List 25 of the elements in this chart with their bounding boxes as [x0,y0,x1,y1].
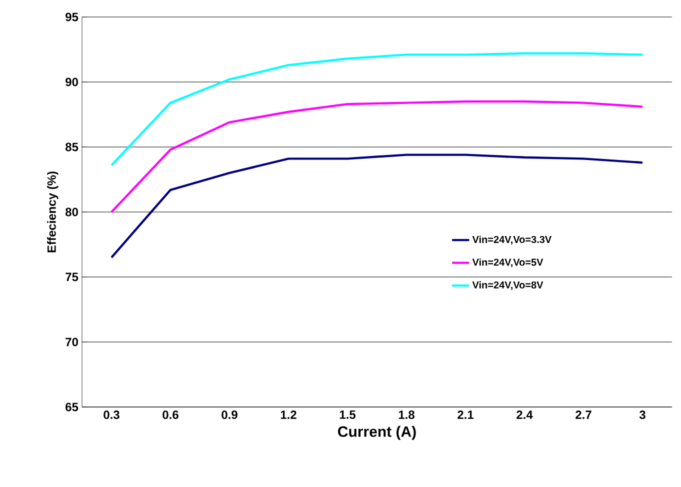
y-tick-label: 70 [66,338,78,346]
x-tick-label: 2.7 [576,410,592,419]
y-axis-title: Effeciency (%) [47,172,58,252]
legend-label: Vin=24V,Vo=3.3V [472,236,552,244]
x-tick-label: 1.2 [280,410,296,419]
x-tick-label: 0.9 [222,410,238,420]
y-tick-label: 65 [66,402,78,412]
x-tick-label: 1.8 [398,410,414,420]
y-tick-label: 85 [66,142,78,152]
x-tick-label: 3 [639,410,646,420]
legend-label: Vin=24V,Vo=8V [472,281,544,290]
x-tick-label: 2.4 [516,410,533,419]
y-tick-label: 95 [66,12,78,22]
x-tick-label: 2.1 [458,410,474,419]
y-tick-label: 75 [66,272,78,282]
y-tick-label: 80 [66,208,78,216]
legend-label: Vin=24V,Vo=5V [472,258,544,268]
line-series [110,154,644,259]
line-series [110,100,644,214]
x-tick-label: 0.3 [104,410,120,420]
x-tick-label: 0.6 [162,410,178,420]
x-axis-title: Current (A) [338,426,416,440]
y-tick-label: 90 [66,78,78,86]
x-tick-label: 1.5 [340,410,356,419]
line-series [110,52,644,166]
